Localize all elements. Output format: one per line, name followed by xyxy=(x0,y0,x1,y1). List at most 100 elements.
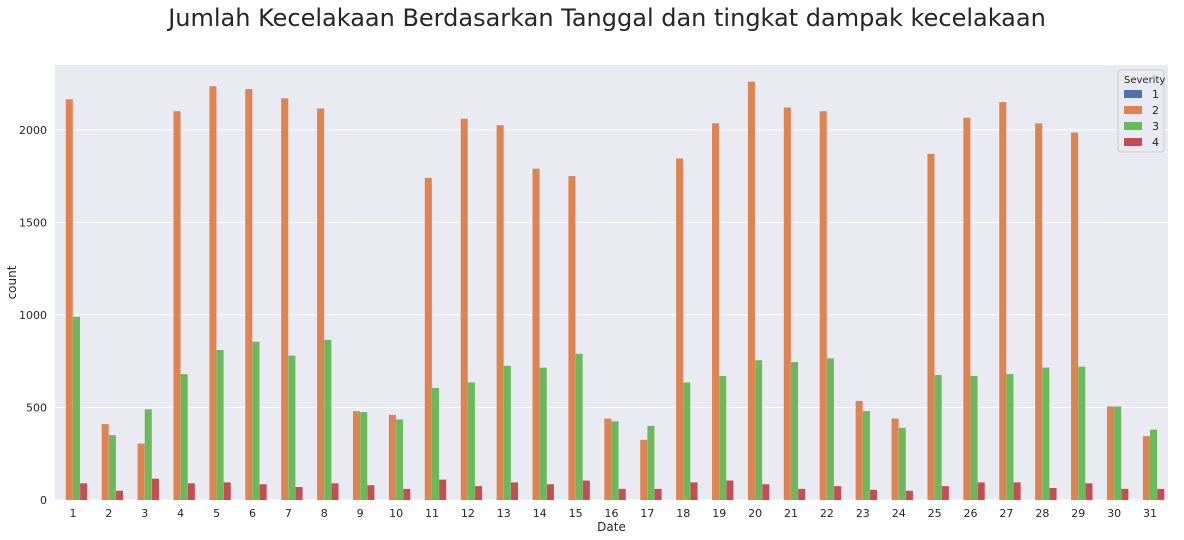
bar xyxy=(712,123,720,501)
bar xyxy=(870,489,878,500)
y-tick-label: 2000 xyxy=(19,124,47,137)
bar xyxy=(1049,487,1057,500)
bar xyxy=(575,353,583,500)
y-axis-label: count xyxy=(5,265,19,299)
bar xyxy=(352,411,361,500)
x-tick-label: 9 xyxy=(357,507,364,520)
bar xyxy=(934,375,942,500)
bar xyxy=(288,355,296,500)
x-tick-label: 11 xyxy=(425,507,439,520)
bar xyxy=(1042,367,1050,500)
x-tick-label: 17 xyxy=(640,507,654,520)
bar xyxy=(654,488,662,500)
x-tick-label: 22 xyxy=(820,507,834,520)
y-tick-label: 1000 xyxy=(19,309,47,322)
bar xyxy=(108,435,116,500)
bar xyxy=(324,339,332,500)
legend-swatch xyxy=(1124,138,1142,146)
bar xyxy=(388,414,396,500)
bar xyxy=(640,439,648,500)
bar xyxy=(151,478,159,500)
x-tick-label: 21 xyxy=(784,507,798,520)
bar xyxy=(862,411,870,500)
bar xyxy=(1106,406,1115,500)
x-tick-label: 14 xyxy=(533,507,547,520)
bar xyxy=(582,480,590,500)
bar xyxy=(941,486,949,500)
bar xyxy=(604,418,612,500)
bar xyxy=(747,81,755,500)
bars xyxy=(65,81,1165,501)
bar xyxy=(65,99,73,500)
bar xyxy=(927,153,935,500)
y-tick-label: 1500 xyxy=(19,216,47,229)
bar xyxy=(144,409,152,500)
bar xyxy=(467,382,475,500)
y-tick-labels: 0 500 1000 1500 2000 xyxy=(19,124,47,507)
x-tick-label: 12 xyxy=(461,507,475,520)
x-tick-label: 3 xyxy=(141,507,148,520)
x-tick-label: 16 xyxy=(605,507,619,520)
bar xyxy=(611,421,619,500)
x-tick-label: 1 xyxy=(69,507,76,520)
x-tick-label: 25 xyxy=(928,507,942,520)
bar xyxy=(891,418,899,500)
x-axis-label: Date xyxy=(597,520,626,534)
y-tick-label: 0 xyxy=(40,494,47,507)
x-tick-label: 10 xyxy=(389,507,403,520)
bar xyxy=(281,98,289,500)
bar xyxy=(1035,123,1043,501)
bar xyxy=(80,483,88,500)
bar xyxy=(475,486,483,500)
bar xyxy=(259,484,267,500)
bar xyxy=(798,488,806,500)
bar xyxy=(116,490,124,500)
bar xyxy=(367,485,375,500)
bar xyxy=(137,443,145,500)
bar xyxy=(726,480,734,500)
x-tick-label: 18 xyxy=(676,507,690,520)
x-tick-label: 31 xyxy=(1143,507,1157,520)
bar xyxy=(791,362,799,500)
bar xyxy=(719,375,727,500)
bar xyxy=(180,374,188,500)
bar xyxy=(173,111,181,500)
bar xyxy=(539,367,547,500)
bar xyxy=(819,111,827,500)
legend-entry: 2 xyxy=(1152,104,1159,117)
x-tick-label: 4 xyxy=(177,507,184,520)
bar xyxy=(970,375,978,500)
bar xyxy=(72,316,80,500)
legend-entry: 4 xyxy=(1152,136,1159,149)
bar xyxy=(403,488,411,500)
bar xyxy=(510,482,519,500)
bar xyxy=(1085,483,1093,500)
chart-title: Jumlah Kecelakaan Berdasarkan Tanggal da… xyxy=(168,4,1046,32)
x-tick-label: 2 xyxy=(105,507,112,520)
bar xyxy=(101,424,109,500)
legend-entry: 3 xyxy=(1152,120,1159,133)
bar xyxy=(1150,429,1158,500)
bar xyxy=(439,479,447,500)
bar xyxy=(762,484,770,500)
bar xyxy=(331,483,339,500)
bar xyxy=(1114,406,1122,500)
bar xyxy=(187,483,195,500)
bar xyxy=(496,125,504,500)
x-tick-label: 20 xyxy=(748,507,762,520)
legend-swatch xyxy=(1124,106,1142,114)
bar xyxy=(647,425,655,500)
bar xyxy=(898,427,906,500)
x-tick-label: 15 xyxy=(569,507,583,520)
bar xyxy=(216,350,224,500)
bar xyxy=(826,358,834,500)
bar xyxy=(834,486,842,500)
x-tick-label: 5 xyxy=(213,507,220,520)
bar xyxy=(676,158,684,500)
bar xyxy=(431,388,440,500)
bar xyxy=(360,412,368,500)
legend-swatch xyxy=(1124,90,1142,98)
bar xyxy=(977,482,985,500)
x-tick-label: 8 xyxy=(321,507,328,520)
x-tick-label: 23 xyxy=(856,507,870,520)
